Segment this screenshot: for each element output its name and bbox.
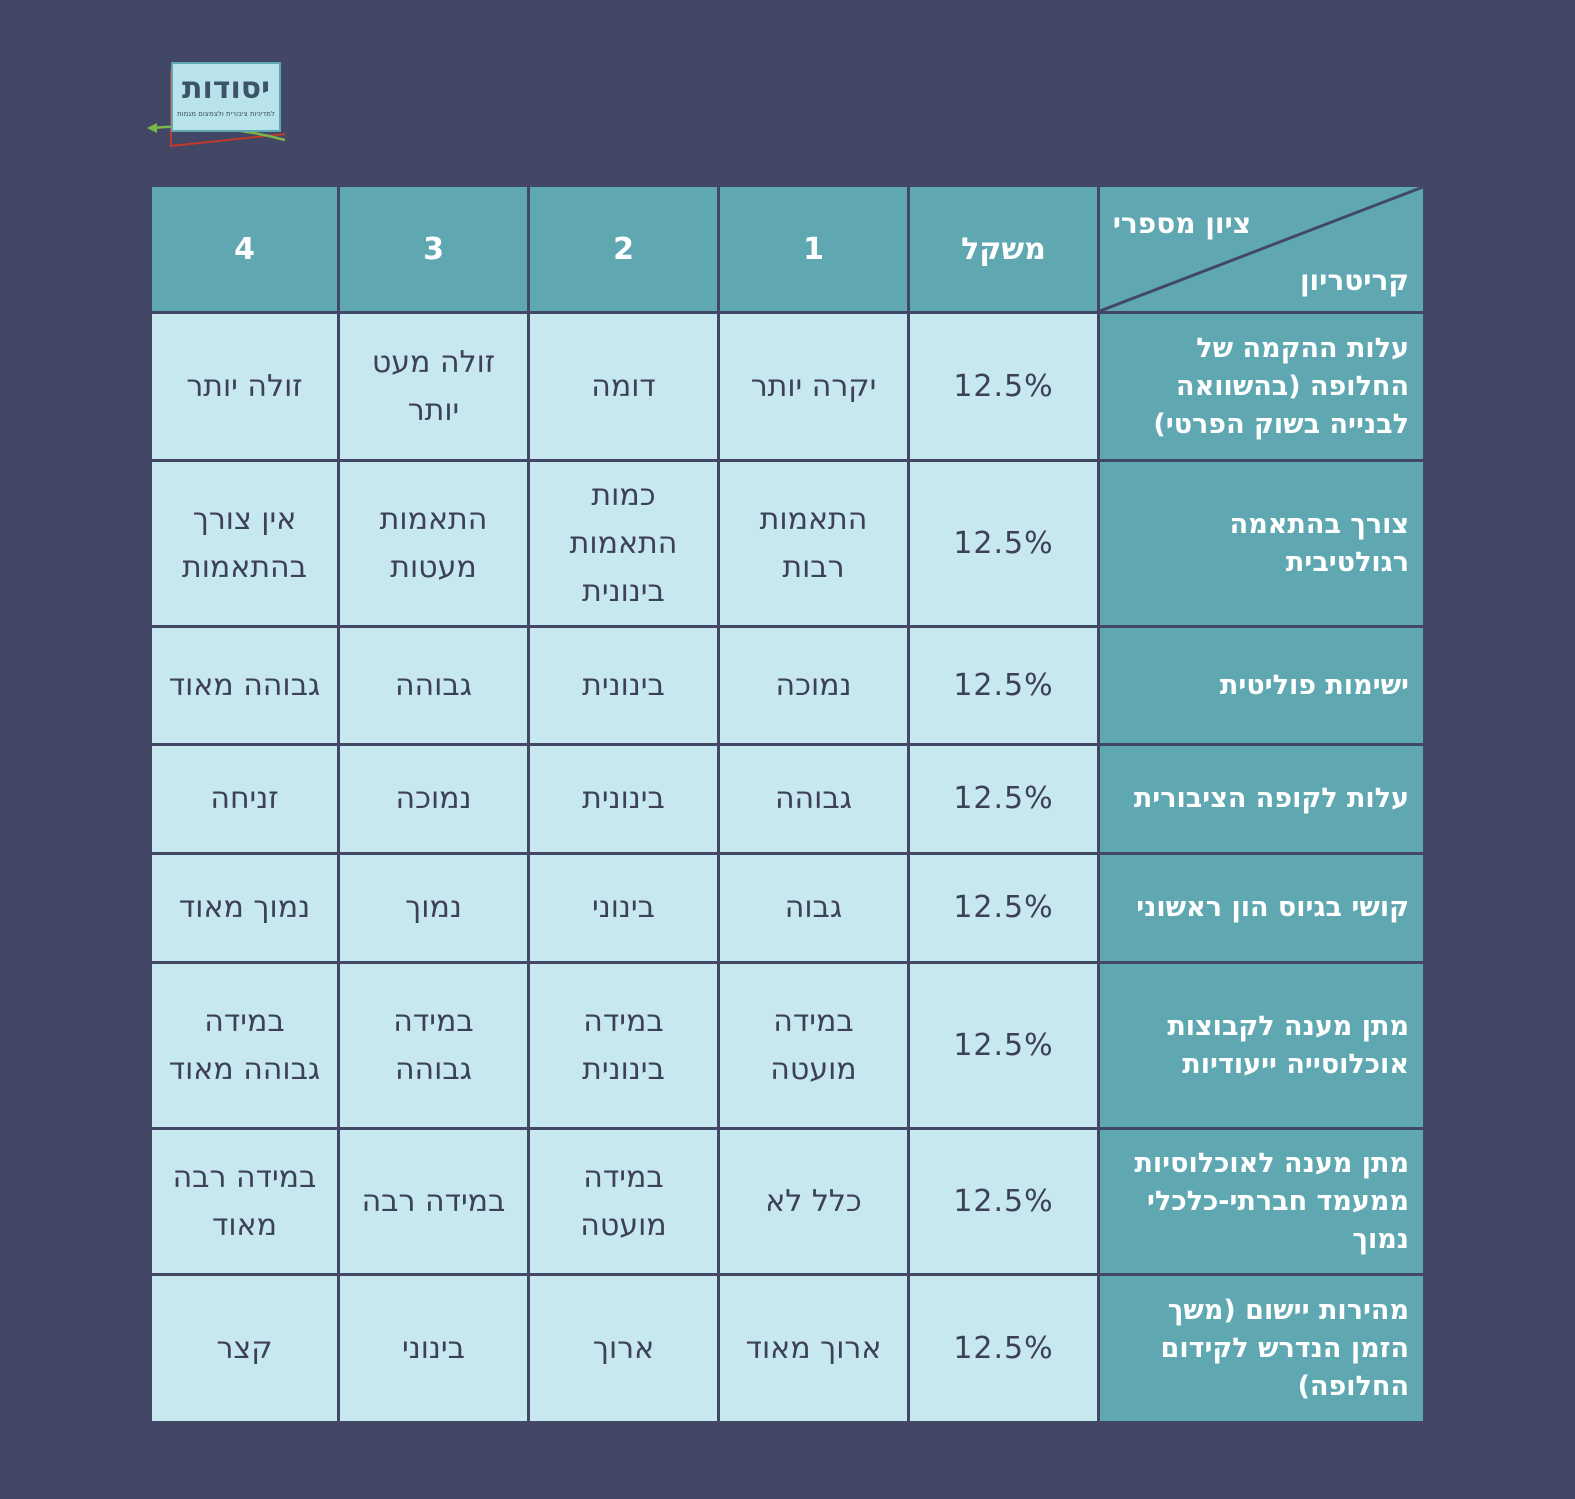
criterion-cell: מתן מענה לקבוצות אוכלוסייה ייעודיות [1097, 961, 1426, 1130]
score-cell-4: במידה רבה מאוד [149, 1127, 340, 1276]
criterion-cell: עלות לקופה הציבורית [1097, 743, 1426, 855]
score-cell-2: בינוני [527, 852, 720, 964]
score-cell-2: במידה מועטה [527, 1127, 720, 1276]
criteria-table: ציון מספרי קריטריון משקל 1 2 3 4 עלות הה… [149, 184, 1426, 1424]
score-cell-3: נמוכה [337, 743, 530, 855]
table-row: ישימות פוליטית 12.5% נמוכה בינונית גבוהה… [149, 625, 1426, 746]
score-cell-4: נמוך מאוד [149, 852, 340, 964]
score-cell-3: זולה מעט יותר [337, 311, 530, 462]
score-cell-1: יקרה יותר [717, 311, 910, 462]
weight-cell: 12.5% [907, 852, 1100, 964]
criterion-cell: מתן מענה לאוכלוסיות ממעמד חברתי-כלכלי נמ… [1097, 1127, 1426, 1276]
table-row: עלות ההקמה של החלופה (בהשוואה לבנייה בשו… [149, 311, 1426, 462]
criterion-cell: צורך בהתאמה רגולטיבית [1097, 459, 1426, 628]
table-row: צורך בהתאמה רגולטיבית 12.5% התאמות רבות … [149, 459, 1426, 628]
score-cell-2: כמות התאמות בינונית [527, 459, 720, 628]
score-cell-1: גבוהה [717, 743, 910, 855]
criterion-label: קריטריון [1299, 264, 1409, 297]
logo-title: יסודות [182, 71, 270, 106]
criterion-cell: מהירות יישום (משך הזמן הנדרש לקידום החלו… [1097, 1273, 1426, 1424]
logo-box: יסודות למדיניות ציבורית ולצמצום מגמות (ע… [171, 62, 281, 132]
criterion-cell: קושי בגיוס הון ראשוני [1097, 852, 1426, 964]
score-header-3: 3 [337, 184, 530, 314]
score-cell-2: במידה בינונית [527, 961, 720, 1130]
weight-cell: 12.5% [907, 1273, 1100, 1424]
weight-cell: 12.5% [907, 459, 1100, 628]
table-row: מהירות יישום (משך הזמן הנדרש לקידום החלו… [149, 1273, 1426, 1424]
score-cell-4: קצר [149, 1273, 340, 1424]
score-header-2: 2 [527, 184, 720, 314]
score-cell-1: התאמות רבות [717, 459, 910, 628]
score-cell-3: התאמות מעטות [337, 459, 530, 628]
table-row: מתן מענה לקבוצות אוכלוסייה ייעודיות 12.5… [149, 961, 1426, 1130]
score-cell-3: בינוני [337, 1273, 530, 1424]
weight-cell: 12.5% [907, 625, 1100, 746]
score-cell-4: גבוהה מאוד [149, 625, 340, 746]
numeric-score-label: ציון מספרי [1112, 207, 1251, 240]
score-cell-2: בינונית [527, 625, 720, 746]
diagonal-divider [1100, 187, 1423, 311]
score-cell-3: במידה גבוהה [337, 961, 530, 1130]
weight-cell: 12.5% [907, 311, 1100, 462]
corner-header: ציון מספרי קריטריון [1097, 184, 1426, 314]
score-cell-1: ארוך מאוד [717, 1273, 910, 1424]
table-row: מתן מענה לאוכלוסיות ממעמד חברתי-כלכלי נמ… [149, 1127, 1426, 1276]
criterion-cell: עלות ההקמה של החלופה (בהשוואה לבנייה בשו… [1097, 311, 1426, 462]
score-cell-1: כלל לא [717, 1127, 910, 1276]
score-cell-2: דומה [527, 311, 720, 462]
score-header-1: 1 [717, 184, 910, 314]
score-cell-2: בינונית [527, 743, 720, 855]
score-cell-1: במידה מועטה [717, 961, 910, 1130]
score-cell-4: זניחה [149, 743, 340, 855]
score-cell-2: ארוך [527, 1273, 720, 1424]
table-row: קושי בגיוס הון ראשוני 12.5% גבוה בינוני … [149, 852, 1426, 964]
score-cell-4: זולה יותר [149, 311, 340, 462]
score-cell-3: במידה רבה [337, 1127, 530, 1276]
score-cell-1: נמוכה [717, 625, 910, 746]
criterion-cell: ישימות פוליטית [1097, 625, 1426, 746]
logo: יסודות למדיניות ציבורית ולצמצום מגמות (ע… [147, 60, 287, 150]
header-row: ציון מספרי קריטריון משקל 1 2 3 4 [149, 184, 1426, 314]
logo-subtitle: למדיניות ציבורית ולצמצום מגמות (ע"ר) [177, 110, 275, 118]
score-header-4: 4 [149, 184, 340, 314]
score-cell-1: גבוה [717, 852, 910, 964]
weight-header: משקל [907, 184, 1100, 314]
weight-cell: 12.5% [907, 961, 1100, 1130]
score-cell-3: גבוהה [337, 625, 530, 746]
weight-cell: 12.5% [907, 743, 1100, 855]
score-cell-3: נמוך [337, 852, 530, 964]
score-cell-4: אין צורך בהתאמות [149, 459, 340, 628]
table-row: עלות לקופה הציבורית 12.5% גבוהה בינונית … [149, 743, 1426, 855]
score-cell-4: במידה גבוהה מאוד [149, 961, 340, 1130]
weight-cell: 12.5% [907, 1127, 1100, 1276]
